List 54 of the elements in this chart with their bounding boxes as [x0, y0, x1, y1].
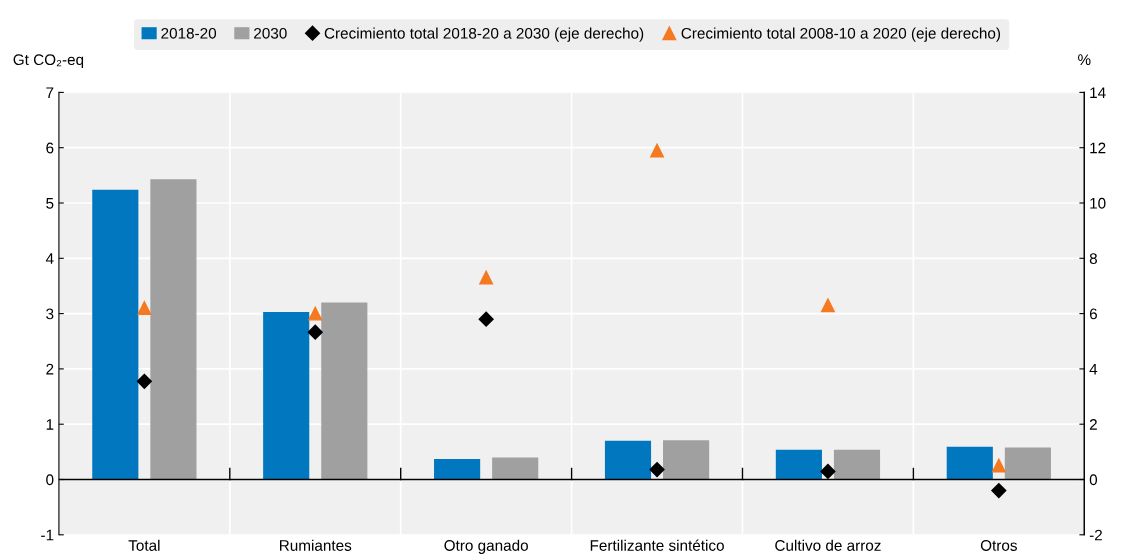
legend-label: Crecimiento total 2008-10 a 2020 (eje derecho): [681, 27, 1001, 42]
y-tick-label: -1: [41, 529, 54, 541]
point: [479, 270, 494, 285]
bar: [263, 311, 310, 480]
y-tick-label: 0: [46, 474, 54, 486]
point: [137, 301, 152, 316]
point: [478, 311, 494, 327]
bar: [492, 457, 539, 480]
point: [820, 298, 835, 313]
point: [991, 458, 1006, 473]
bar: [663, 440, 710, 480]
y2-tick-label: 14: [1090, 87, 1106, 98]
point: [820, 463, 836, 480]
y2-tick-label: 0: [1089, 474, 1098, 486]
x-tick-label: Cultivo de arroz: [775, 539, 881, 551]
y-tick-label: 5: [46, 198, 54, 209]
bar: [775, 449, 822, 480]
y2-tick-label: -2: [1089, 529, 1102, 541]
x-tick-label: Rumiantes: [280, 539, 352, 551]
y-tick-label: 3: [46, 308, 54, 320]
bar: [434, 459, 481, 480]
y2-tick-label: 4: [1089, 363, 1098, 375]
bar: [946, 446, 993, 480]
y2-tick-label: 10: [1090, 197, 1106, 209]
bar: [1004, 447, 1051, 480]
y-tick-label: 4: [45, 253, 54, 264]
y-tick-label: 2: [46, 363, 54, 375]
x-tick-label: Total: [128, 539, 160, 551]
point: [991, 482, 1007, 499]
bar: [150, 179, 197, 480]
point: [650, 143, 664, 158]
legend-label: 2030: [254, 27, 287, 39]
y2-tick-label: 12: [1090, 142, 1106, 154]
point: [307, 324, 323, 340]
y2-tick-label: 6: [1089, 308, 1097, 320]
x-tick-label: Otros: [980, 540, 1017, 551]
x-tick-label: Fertilizante sintético: [590, 539, 724, 551]
point: [308, 306, 323, 321]
y-tick-label: 1: [46, 419, 54, 430]
legend-label: 2018-20: [161, 27, 217, 39]
y-tick-label: 6: [46, 142, 54, 154]
point: [649, 461, 665, 478]
bar: [321, 302, 368, 480]
point: [136, 373, 152, 389]
bar: [92, 189, 139, 480]
bar: [833, 449, 881, 480]
x-tick-label: Otro ganado: [444, 539, 528, 554]
y2-axis-title: %: [1078, 54, 1091, 65]
y-tick-label: 7: [46, 87, 54, 98]
y2-tick-label: 8: [1089, 253, 1097, 264]
y2-tick-label: 2: [1089, 419, 1097, 430]
legend-label: Crecimiento total 2018-20 a 2030 (eje derecho): [324, 27, 644, 42]
bar: [604, 440, 652, 480]
y-axis-title: Gt CO₂-eq: [13, 54, 84, 69]
